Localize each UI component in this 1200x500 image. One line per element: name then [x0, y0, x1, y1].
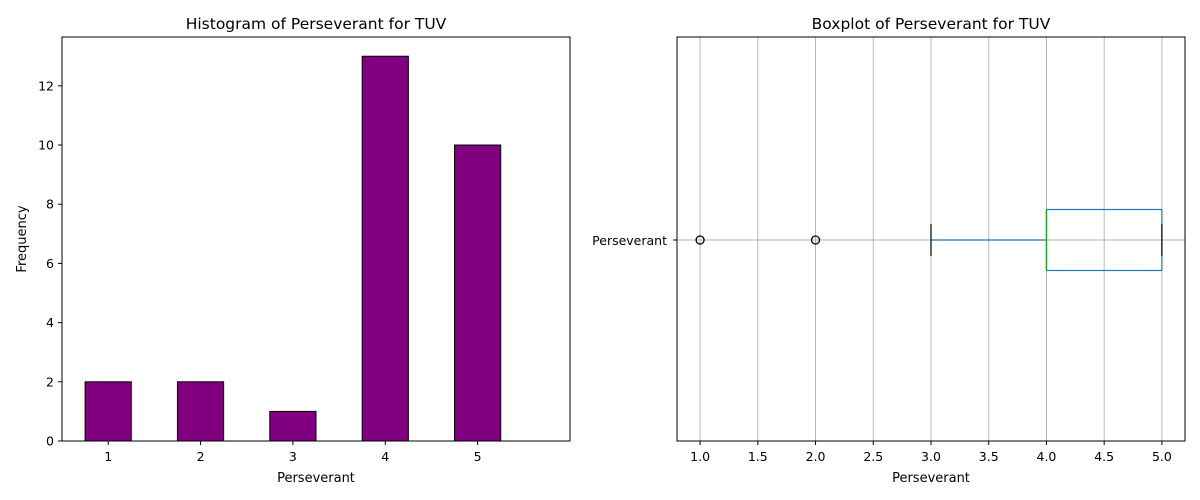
- boxplot-plot-frame: [676, 36, 1186, 442]
- boxplot-x-tick-label: 4.0: [1037, 449, 1057, 464]
- histogram-y-tick-label: 12: [38, 78, 54, 93]
- boxplot-x-tick-label: 4.5: [1094, 449, 1114, 464]
- histogram-y-tick-label: 2: [46, 374, 54, 389]
- histogram-y-tick-label: 4: [46, 315, 54, 330]
- histogram-y-tick-label: 0: [46, 434, 54, 449]
- boxplot-x-tick-label: 3.5: [979, 449, 999, 464]
- boxplot-x-tick-label: 1.5: [748, 449, 768, 464]
- boxplot-x-tick-label: 2.0: [806, 449, 826, 464]
- boxplot-marks: [695, 208, 1163, 272]
- histogram-bar: [454, 144, 502, 442]
- histogram-chart: Histogram of Perseverant for TUV 0246810…: [15, 15, 571, 486]
- boxplot-grid: [673, 37, 1185, 441]
- histogram-title: Histogram of Perseverant for TUV: [186, 15, 447, 33]
- histogram-bars: [84, 55, 502, 442]
- histogram-bar: [176, 381, 225, 442]
- histogram-x-axis-label: Perseverant: [277, 471, 355, 486]
- boxplot-chart: Boxplot of Perseverant for TUV 1.0 1.5 2.0…: [592, 15, 1186, 486]
- histogram-bar: [361, 55, 409, 442]
- histogram-plot-frame: [61, 36, 571, 442]
- histogram-x-tick-label: 4: [381, 449, 389, 464]
- histogram-bar: [84, 381, 132, 442]
- boxplot-outlier: [695, 235, 705, 245]
- histogram-x-tick-label: 1: [104, 449, 112, 464]
- histogram-bar: [269, 410, 317, 442]
- boxplot-x-tick-label: 3.0: [921, 449, 941, 464]
- histogram-x-tick-label: 5: [474, 449, 482, 464]
- histogram-y-tick-label: 6: [46, 256, 54, 271]
- boxplot-title: Boxplot of Perseverant for TUV: [812, 15, 1051, 33]
- histogram-y-tick-label: 8: [46, 197, 54, 212]
- histogram-y-ticks: 0 2 4 6 8 10 12: [38, 78, 62, 449]
- boxplot-x-tick-label: 1.0: [690, 449, 710, 464]
- boxplot-x-tick-label: 2.5: [863, 449, 883, 464]
- boxplot-outlier: [810, 235, 821, 245]
- boxplot-x-ticks: 1.0 1.5 2.0 2.5 3.0 3.5 4.0 4.5 5.0: [690, 441, 1172, 464]
- histogram-y-axis-label: Frequency: [15, 205, 30, 272]
- boxplot-x-axis-label: Perseverant: [892, 471, 970, 486]
- histogram-y-tick-label: 10: [38, 138, 54, 153]
- boxplot-x-tick-label: 5.0: [1152, 449, 1172, 464]
- histogram-x-tick-label: 3: [289, 449, 297, 464]
- histogram-x-ticks: 1 2 3 4 5: [104, 441, 482, 464]
- histogram-x-tick-label: 2: [197, 449, 205, 464]
- boxplot-category-label: Perseverant: [592, 233, 667, 248]
